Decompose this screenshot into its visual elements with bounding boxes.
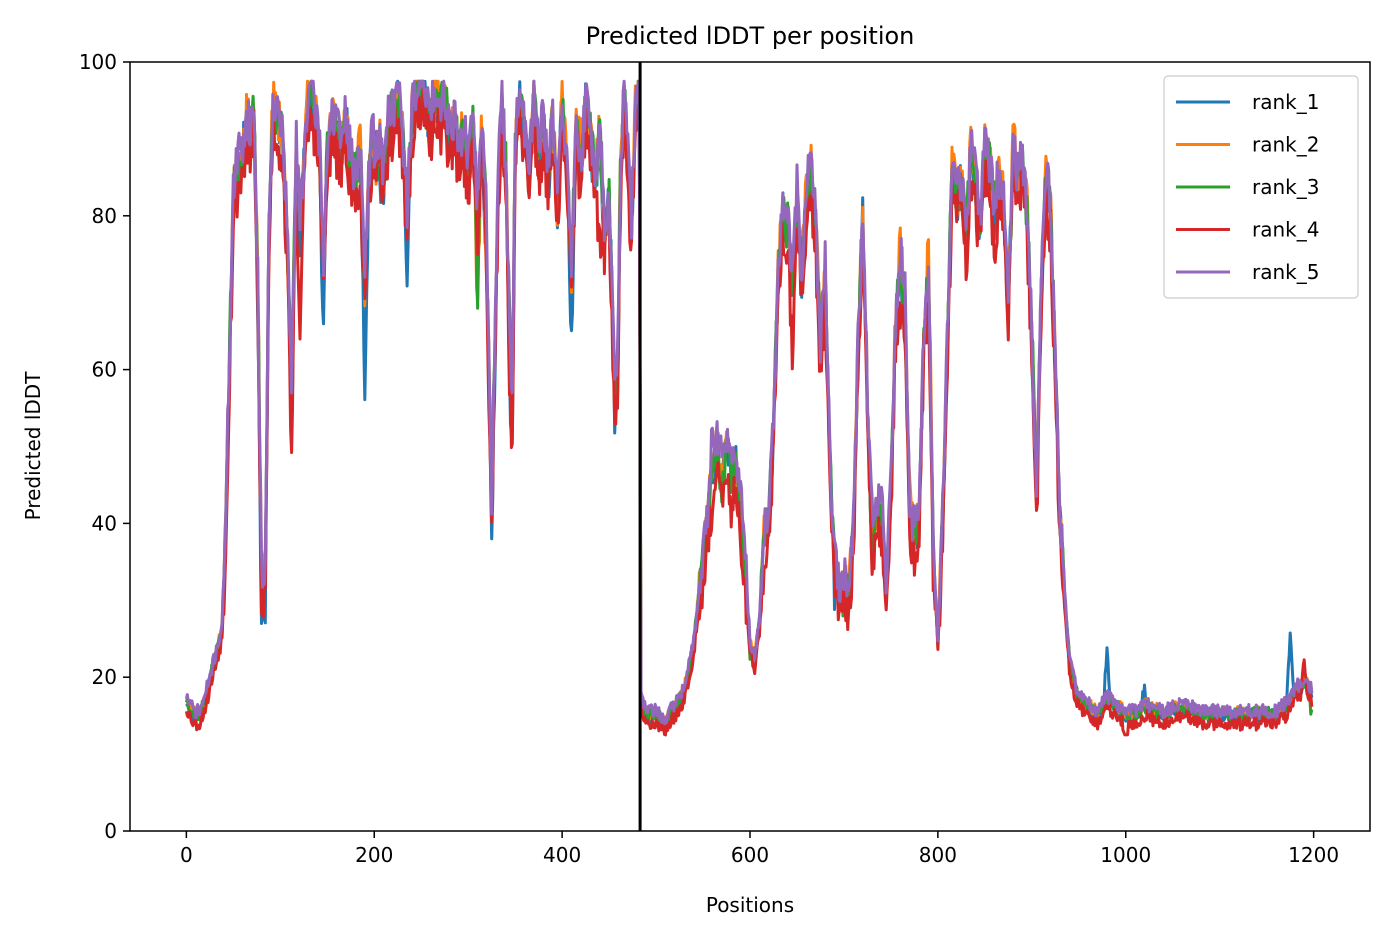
y-tick-label: 80 <box>92 204 117 228</box>
legend-box <box>1163 75 1359 299</box>
x-axis: 0 200 400 600 800 1000 1200 <box>180 831 1339 867</box>
y-tick-label: 40 <box>92 511 117 535</box>
legend-label: rank_5 <box>1252 260 1319 284</box>
series-line-rank-5 <box>184 79 1314 726</box>
y-axis-label: Predicted lDDT <box>21 371 45 521</box>
y-tick-label: 60 <box>92 358 117 382</box>
x-tick-label: 400 <box>543 843 581 867</box>
legend: rank_1 rank_2 rank_3 rank_4 rank_5 <box>1163 75 1359 299</box>
chart-title: Predicted lDDT per position <box>586 22 915 50</box>
y-tick-label: 20 <box>92 665 117 689</box>
x-tick-label: 800 <box>919 843 957 867</box>
x-tick-label: 1000 <box>1100 843 1151 867</box>
y-axis: 0 20 40 60 80 100 <box>79 50 130 843</box>
x-tick-label: 1200 <box>1288 843 1339 867</box>
series-layer <box>184 79 1314 737</box>
legend-label: rank_1 <box>1252 90 1319 114</box>
x-tick-label: 200 <box>355 843 393 867</box>
x-tick-label: 0 <box>180 843 193 867</box>
y-tick-label: 0 <box>104 819 117 843</box>
y-tick-label: 100 <box>79 50 117 74</box>
legend-label: rank_2 <box>1252 133 1319 157</box>
x-tick-label: 600 <box>731 843 769 867</box>
legend-label: rank_4 <box>1252 218 1319 242</box>
legend-label: rank_3 <box>1252 175 1319 199</box>
x-axis-label: Positions <box>706 893 794 917</box>
